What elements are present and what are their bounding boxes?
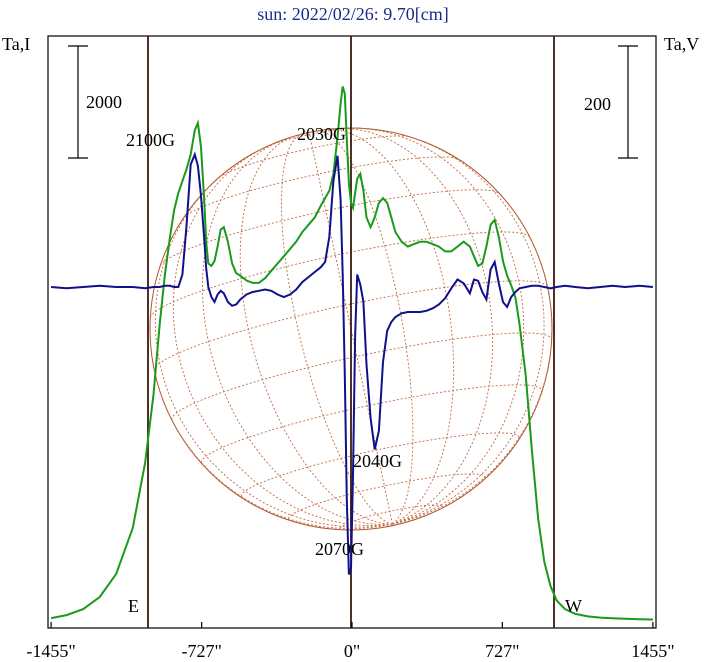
x-axis: -1455" -727" 0" 727" 1455" bbox=[26, 622, 675, 661]
east-marker-label: E bbox=[128, 596, 139, 616]
annotation-2100g: 2100G bbox=[126, 130, 175, 150]
annotation-2030g: 2030G bbox=[297, 124, 346, 144]
longitude-line bbox=[317, 130, 414, 525]
series-line-intensity bbox=[50, 86, 653, 621]
scale-bar-intensity: 2000 bbox=[68, 45, 122, 159]
scale-bar-intensity-label: 2000 bbox=[86, 92, 122, 112]
y-axis-label-right: Ta,V bbox=[664, 34, 699, 54]
longitude-line bbox=[392, 287, 553, 525]
latitude-line bbox=[160, 189, 500, 266]
x-tick-label: -727" bbox=[181, 641, 221, 661]
annotation-2040g: 2040G bbox=[353, 451, 402, 471]
longitude-line bbox=[392, 133, 545, 525]
longitude-line bbox=[239, 135, 393, 525]
x-tick-label: 727" bbox=[485, 641, 519, 661]
x-tick-label: 0" bbox=[344, 641, 360, 661]
scale-bar-polarization-label: 200 bbox=[584, 94, 611, 114]
y-axis-label-left: Ta,I bbox=[2, 34, 30, 54]
west-marker-label: W bbox=[565, 596, 582, 616]
series-line-polarization bbox=[51, 151, 653, 575]
longitude-line bbox=[281, 133, 393, 525]
longitude-line bbox=[308, 132, 393, 525]
scale-bar-polarization: 200 bbox=[584, 45, 638, 159]
x-tick-label: 1455" bbox=[631, 641, 674, 661]
chart-title: sun: 2022/02/26: 9.70[cm] bbox=[257, 4, 449, 24]
annotation-2070g: 2070G bbox=[315, 539, 364, 559]
latitude-line bbox=[149, 231, 531, 318]
longitude-line bbox=[153, 370, 393, 530]
heliographic-grid bbox=[149, 127, 553, 530]
x-tick-label: -1455" bbox=[26, 641, 75, 661]
longitude-line bbox=[154, 170, 393, 528]
latitude-line bbox=[266, 127, 355, 148]
longitude-line bbox=[324, 129, 455, 525]
